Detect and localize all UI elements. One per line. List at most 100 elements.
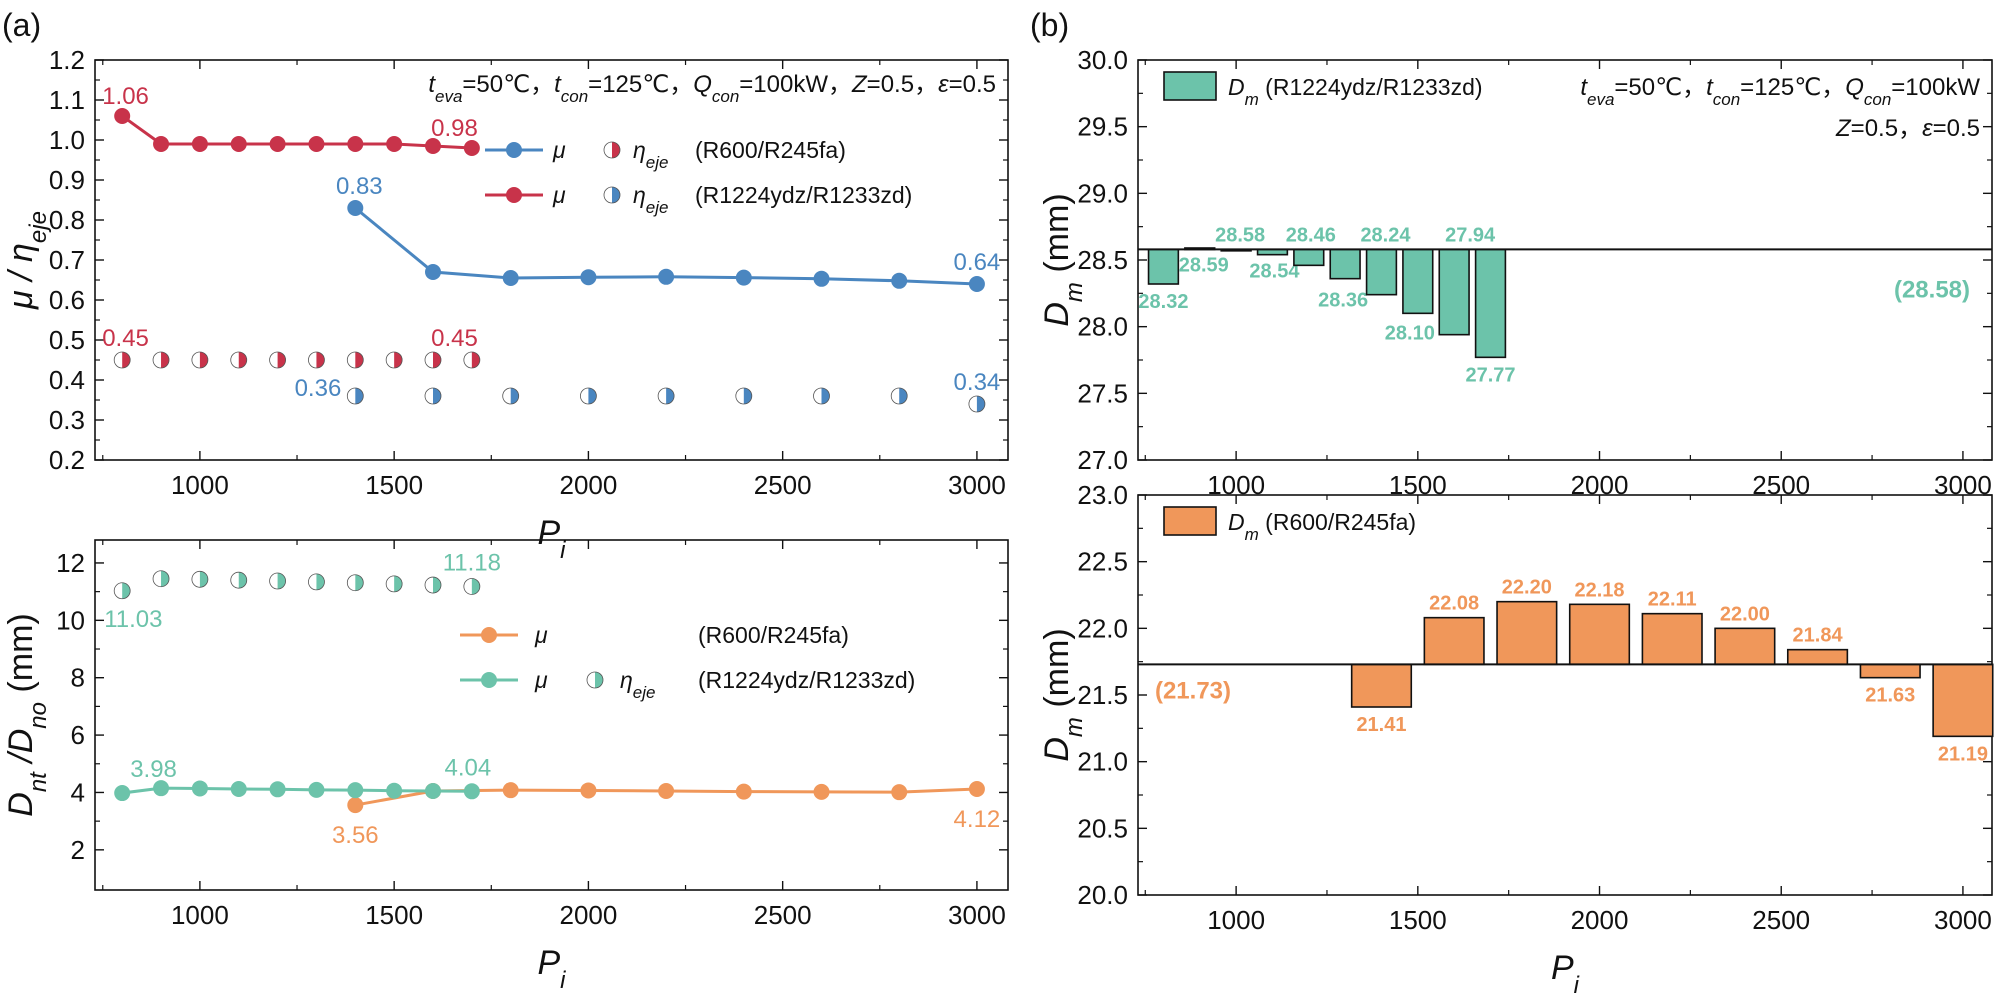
baseline-value-label: (21.73) [1155, 677, 1231, 704]
data-point [269, 781, 286, 798]
legend-swatch [1163, 71, 1217, 101]
marker-left-half [153, 570, 162, 587]
y-tick-label: 0.3 [49, 405, 85, 435]
x-tick-label: 1000 [171, 900, 229, 930]
condition-value: =100kW [739, 71, 828, 98]
marker-left-half [891, 388, 900, 404]
bar [1365, 248, 1398, 296]
legend-half-marker [603, 186, 621, 204]
marker-outline [580, 387, 597, 405]
marker-outline [152, 570, 170, 588]
y-tick-label: 22.0 [1077, 613, 1128, 643]
y-tick-label: 28.0 [1077, 312, 1128, 342]
marker-left-half [587, 672, 595, 688]
condition-variable: t [1706, 74, 1714, 101]
chart-a_bottom: 1000 1500 2000 2500 3000 2 4 6 8 10 12 Pi Dnt /Dno (… [2, 539, 1009, 994]
legend-marker [506, 142, 522, 158]
y-axis-label-main: D [2, 792, 40, 817]
condition-variable: Z [851, 71, 868, 98]
data-point-half [152, 570, 170, 588]
marker-left-half [604, 142, 612, 158]
legend-eta: ηeje [633, 182, 668, 217]
condition-subscript: con [712, 87, 739, 106]
condition-variable: t [554, 71, 562, 98]
x-tick-label: 1000 [171, 470, 229, 500]
condition-separator: ， [1682, 74, 1706, 101]
data-label: 0.45 [102, 325, 149, 352]
marker-outline [657, 387, 675, 405]
data-point [968, 781, 985, 798]
marker-right-half [510, 388, 519, 404]
legend-eta-main: η [620, 667, 633, 693]
marker-left-half [191, 352, 200, 368]
data-point [658, 268, 675, 285]
x-tick-label: 3000 [948, 470, 1006, 500]
legend-eta: ηeje [620, 667, 655, 702]
y-tick-label: 29.0 [1077, 178, 1128, 208]
data-label: 0.45 [431, 325, 478, 352]
bar [1293, 248, 1325, 267]
marker-left-half [580, 388, 589, 404]
legend-label-main: D [1228, 74, 1245, 100]
legend-half-marker [586, 671, 604, 689]
bar-value-label: 28.10 [1385, 322, 1435, 344]
series-line [121, 114, 472, 150]
y-tick-label: 20.0 [1077, 880, 1128, 910]
y-axis-label-unit: (mm) [1038, 628, 1076, 717]
bar-value-label: 22.18 [1574, 579, 1624, 601]
legend-label: Dm (R600/R245fa) [1228, 509, 1416, 544]
x-tick-label: 1000 [1207, 905, 1265, 935]
legend-fluid: (R1224ydz/R1233zd) [695, 182, 912, 208]
data-label: 0.34 [954, 369, 1001, 396]
series-line [347, 781, 985, 814]
y-axis-label-mid: /D [2, 729, 40, 772]
marker-outline [385, 351, 403, 369]
x-tick-label: 1500 [365, 470, 423, 500]
condition-value: =0.5 [867, 71, 914, 98]
legend-mu: μ [552, 182, 566, 208]
data-point [891, 784, 908, 801]
marker-outline [191, 570, 209, 588]
marker-left-half [425, 388, 434, 404]
y-axis-label-main: D [1038, 302, 1076, 327]
data-point-half [968, 395, 986, 413]
bar [1496, 600, 1558, 666]
condition-value: =50℃ [1614, 74, 1682, 101]
bar [1641, 612, 1703, 666]
marker-outline [603, 141, 621, 159]
y-tick-label: 8 [71, 663, 85, 693]
y-tick-label: 0.2 [49, 445, 85, 475]
legend-marker [506, 187, 522, 203]
marker-left-half [813, 388, 822, 404]
marker-right-half [821, 388, 830, 404]
marker-outline [152, 351, 170, 369]
marker-right-half [612, 142, 620, 158]
panel-label: (a) [2, 7, 41, 43]
condition-value: =100kW [1891, 74, 1980, 101]
legend-mu: μ [552, 137, 566, 163]
bar [1147, 248, 1180, 285]
data-point [269, 136, 286, 152]
bar [1438, 248, 1470, 336]
plot-frame [94, 59, 1009, 461]
data-point [308, 136, 325, 152]
marker-outline [191, 351, 209, 369]
legend-fluid: (R1224ydz/R1233zd) [698, 667, 915, 693]
legend-mu: μ [534, 622, 548, 648]
marker-right-half [238, 352, 247, 368]
data-point-half [230, 351, 248, 369]
bar-value-label: 28.24 [1360, 224, 1411, 246]
bar-group: 21.41 22.08 22.20 22.18 22.11 22.00 21.84 21.63… [1350, 577, 1994, 765]
series-line [347, 200, 985, 292]
data-point-half [113, 351, 131, 369]
y-tick-label: 1.0 [49, 125, 85, 155]
bar [1932, 663, 1994, 738]
conditions-text: teva=50℃，tcon=125℃，Qcon=100kW [1580, 74, 1980, 109]
y-tick-label: 12 [56, 548, 85, 578]
y-tick-label: 4 [71, 777, 85, 807]
marker-left-half [191, 571, 200, 588]
data-point [230, 781, 247, 798]
x-tick-label: 3000 [1934, 905, 1992, 935]
condition-value: =125℃ [588, 71, 669, 98]
condition-separator: ， [669, 71, 693, 98]
